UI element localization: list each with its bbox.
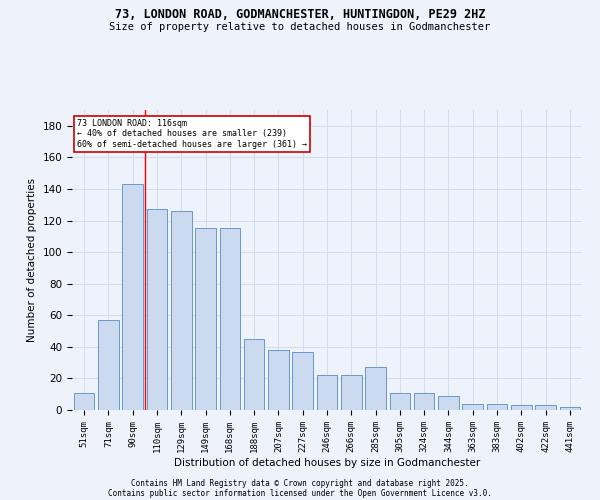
Bar (220, 228, 240, 410)
Bar (365, 368, 386, 410)
Bar (171, 211, 191, 410)
Bar (389, 392, 410, 410)
Bar (341, 376, 362, 410)
X-axis label: Distribution of detached houses by size in Godmanchester: Distribution of detached houses by size … (174, 458, 480, 468)
Bar (244, 339, 265, 410)
Bar (511, 406, 532, 410)
Text: Contains public sector information licensed under the Open Government Licence v3: Contains public sector information licen… (108, 488, 492, 498)
Bar (487, 404, 508, 410)
Bar (463, 404, 483, 410)
Text: Contains HM Land Registry data © Crown copyright and database right 2025.: Contains HM Land Registry data © Crown c… (131, 478, 469, 488)
Bar (438, 396, 459, 410)
Bar (195, 228, 216, 410)
Bar (535, 406, 556, 410)
Text: 73 LONDON ROAD: 116sqm
← 40% of detached houses are smaller (239)
60% of semi-de: 73 LONDON ROAD: 116sqm ← 40% of detached… (77, 119, 307, 149)
Text: Size of property relative to detached houses in Godmanchester: Size of property relative to detached ho… (109, 22, 491, 32)
Bar (414, 392, 434, 410)
Bar (560, 407, 580, 410)
Bar (122, 184, 143, 410)
Bar (268, 350, 289, 410)
Bar (98, 320, 119, 410)
Bar (74, 392, 94, 410)
Bar (292, 352, 313, 410)
Bar (317, 376, 337, 410)
Y-axis label: Number of detached properties: Number of detached properties (27, 178, 37, 342)
Bar (146, 210, 167, 410)
Text: 73, LONDON ROAD, GODMANCHESTER, HUNTINGDON, PE29 2HZ: 73, LONDON ROAD, GODMANCHESTER, HUNTINGD… (115, 8, 485, 20)
